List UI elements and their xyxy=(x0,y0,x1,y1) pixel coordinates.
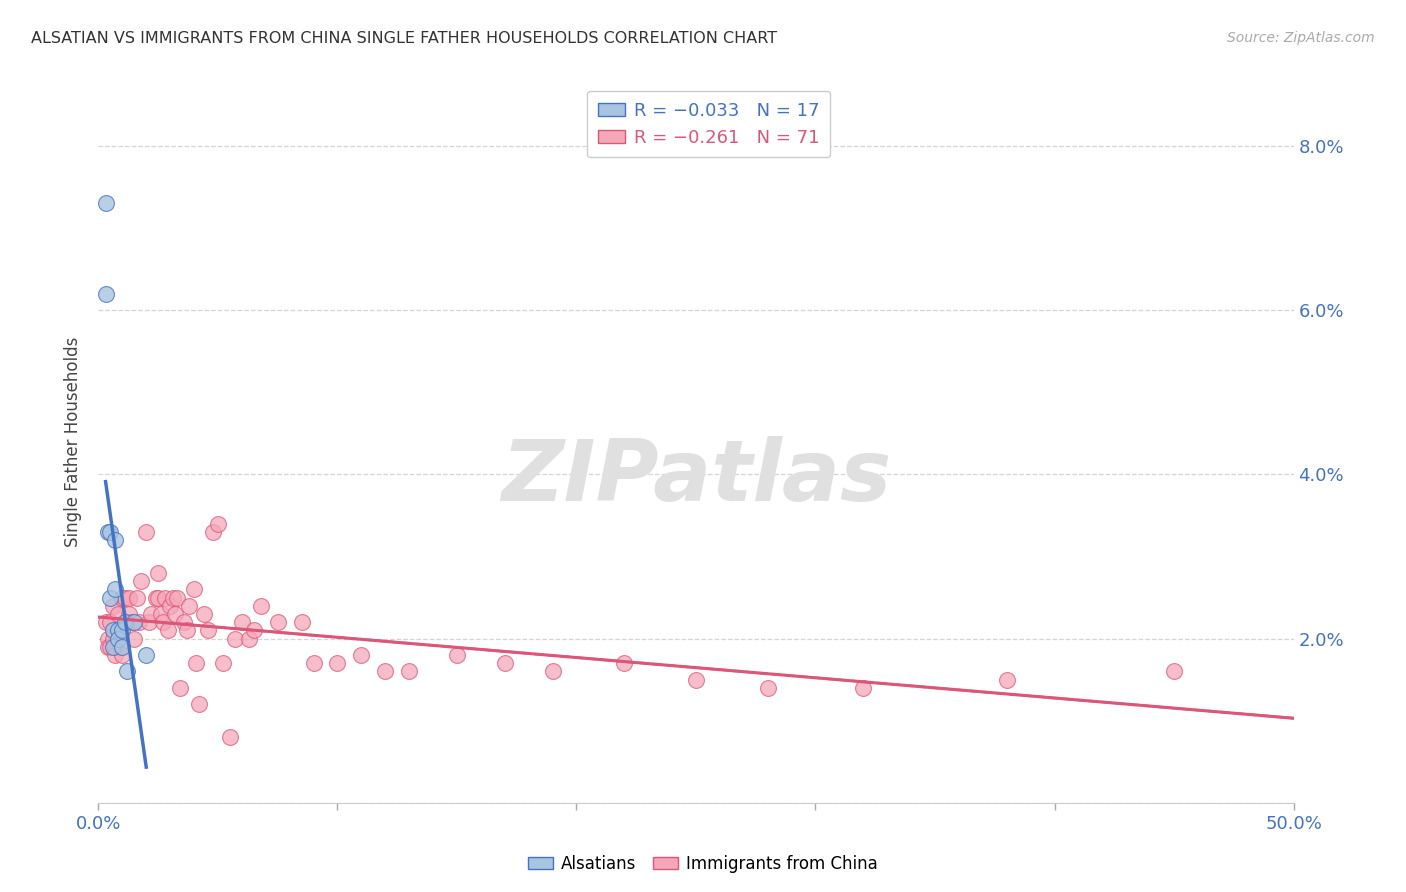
Text: ALSATIAN VS IMMIGRANTS FROM CHINA SINGLE FATHER HOUSEHOLDS CORRELATION CHART: ALSATIAN VS IMMIGRANTS FROM CHINA SINGLE… xyxy=(31,31,778,46)
Point xyxy=(107,624,129,638)
Point xyxy=(108,624,131,638)
Point xyxy=(138,615,160,630)
Point xyxy=(108,640,131,654)
Point xyxy=(131,574,153,588)
Point xyxy=(291,615,314,630)
Point xyxy=(224,632,246,646)
Legend: R = −0.033   N = 17, R = −0.261   N = 71: R = −0.033 N = 17, R = −0.261 N = 71 xyxy=(588,91,831,158)
Point xyxy=(186,657,208,671)
Point xyxy=(494,657,516,671)
Point xyxy=(104,582,127,597)
Point xyxy=(98,524,122,539)
Point xyxy=(179,599,201,613)
Point xyxy=(156,624,179,638)
Point xyxy=(101,632,124,646)
Point xyxy=(207,516,229,531)
Point xyxy=(148,591,170,605)
Point xyxy=(118,607,141,621)
Point xyxy=(104,533,127,547)
Point xyxy=(101,599,124,613)
Point xyxy=(107,607,129,621)
Point xyxy=(756,681,779,695)
Point xyxy=(139,607,162,621)
Point xyxy=(193,607,215,621)
Point xyxy=(250,599,273,613)
Point xyxy=(1163,665,1185,679)
Point xyxy=(98,591,122,605)
Point xyxy=(350,648,373,662)
Point xyxy=(374,665,396,679)
Point xyxy=(111,640,134,654)
Point xyxy=(104,640,127,654)
Point xyxy=(238,632,260,646)
Point xyxy=(152,615,174,630)
Point xyxy=(124,615,146,630)
Point xyxy=(114,615,136,630)
Y-axis label: Single Father Households: Single Father Households xyxy=(65,336,83,547)
Point xyxy=(613,657,636,671)
Point xyxy=(111,648,134,662)
Point xyxy=(211,657,233,671)
Point xyxy=(128,615,150,630)
Legend: Alsatians, Immigrants from China: Alsatians, Immigrants from China xyxy=(522,848,884,880)
Point xyxy=(124,632,146,646)
Point xyxy=(101,640,124,654)
Point xyxy=(104,648,127,662)
Point xyxy=(187,698,209,712)
Point xyxy=(541,665,564,679)
Point xyxy=(145,591,167,605)
Point xyxy=(267,615,290,630)
Point xyxy=(176,624,198,638)
Text: ZIPatlas: ZIPatlas xyxy=(501,436,891,519)
Point xyxy=(219,730,242,744)
Point xyxy=(173,615,195,630)
Point xyxy=(197,624,219,638)
Point xyxy=(166,591,188,605)
Point xyxy=(118,591,141,605)
Point xyxy=(995,673,1018,687)
Point xyxy=(169,681,191,695)
Point xyxy=(98,615,122,630)
Point xyxy=(149,607,172,621)
Point xyxy=(302,657,325,671)
Point xyxy=(111,624,134,638)
Point xyxy=(155,591,177,605)
Point xyxy=(135,524,157,539)
Point xyxy=(398,665,420,679)
Point xyxy=(326,657,349,671)
Point xyxy=(446,648,468,662)
Point xyxy=(115,665,138,679)
Point xyxy=(115,615,138,630)
Point xyxy=(94,196,117,211)
Point xyxy=(114,591,136,605)
Point xyxy=(159,599,181,613)
Point xyxy=(162,591,184,605)
Point xyxy=(852,681,875,695)
Point xyxy=(163,607,186,621)
Point xyxy=(121,615,143,630)
Point xyxy=(97,632,120,646)
Point xyxy=(111,591,134,605)
Point xyxy=(97,524,120,539)
Point xyxy=(183,582,205,597)
Point xyxy=(94,286,117,301)
Point xyxy=(243,624,266,638)
Point xyxy=(98,640,122,654)
Point xyxy=(135,648,157,662)
Text: Source: ZipAtlas.com: Source: ZipAtlas.com xyxy=(1227,31,1375,45)
Point xyxy=(685,673,707,687)
Point xyxy=(231,615,253,630)
Point xyxy=(97,640,120,654)
Point xyxy=(125,591,148,605)
Point xyxy=(148,566,170,580)
Point xyxy=(101,624,124,638)
Point xyxy=(94,615,117,630)
Point xyxy=(202,524,225,539)
Point xyxy=(107,632,129,646)
